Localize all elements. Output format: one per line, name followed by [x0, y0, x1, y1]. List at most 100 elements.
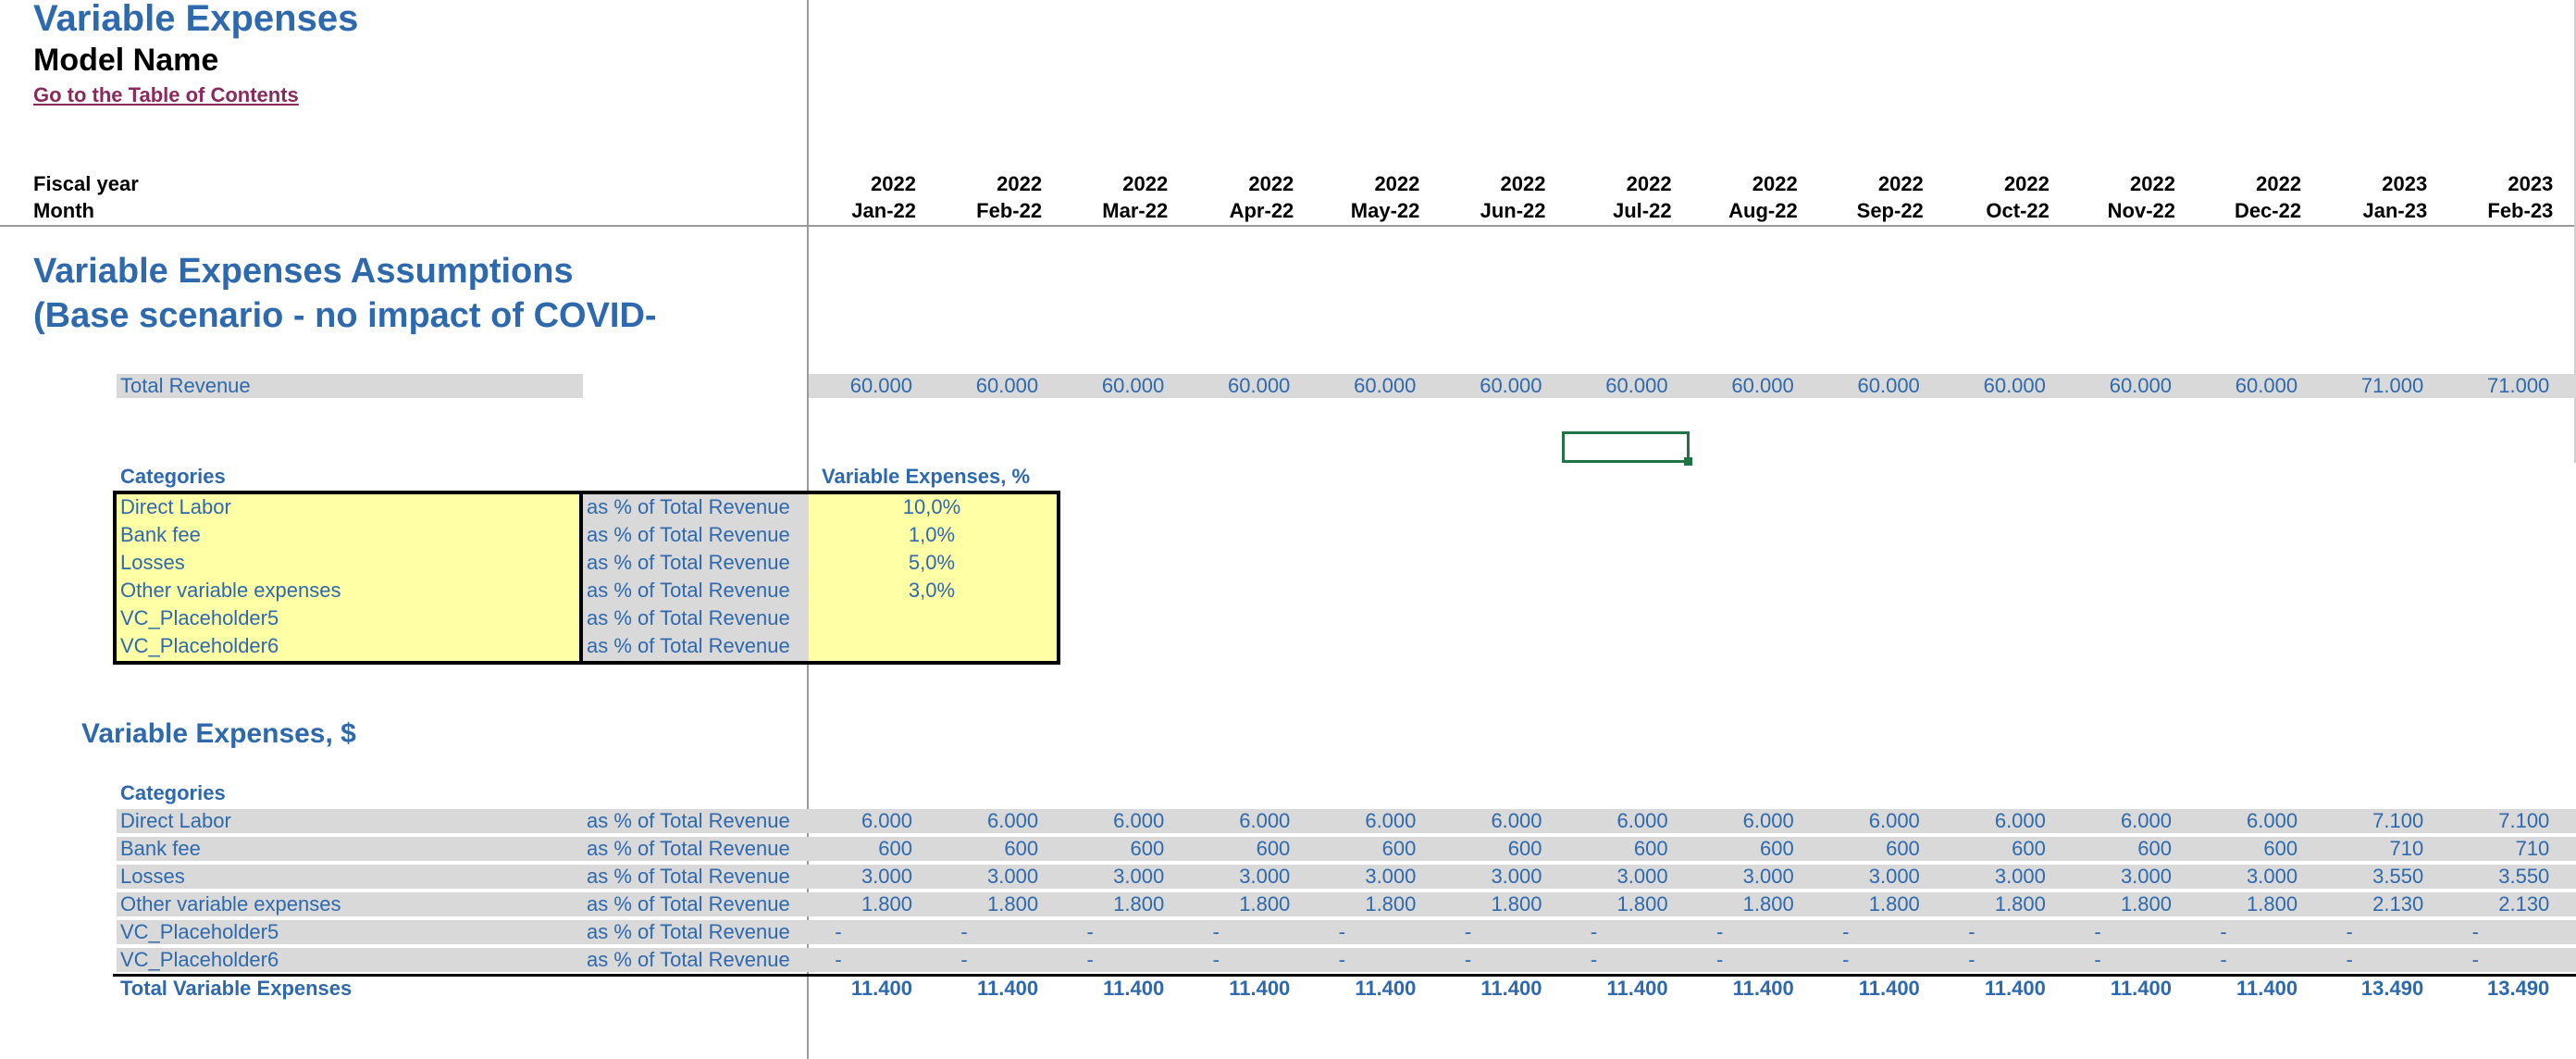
fill-handle[interactable]: [1684, 457, 1692, 466]
expense-cell: -: [1716, 920, 1724, 943]
expense-cell: -: [1590, 948, 1598, 971]
col-month: Nov-22: [2107, 199, 2175, 222]
expense-cell: 1.800: [1994, 892, 2046, 916]
expense-cell: 1.800: [1868, 892, 1920, 916]
col-year: 2022: [1248, 172, 1294, 195]
revenue-cell: 60.000: [1101, 374, 1165, 397]
col-year: 2022: [2130, 172, 2175, 195]
expense-cell: 600: [2012, 837, 2046, 860]
expense-cell: 3.000: [1491, 865, 1542, 888]
expense-cell: 2.130: [2372, 892, 2424, 916]
expense-cell: 6.000: [1491, 809, 1542, 832]
expense-unit: as % of Total Revenue: [587, 920, 790, 943]
expense-cell: 3.000: [861, 865, 912, 888]
expenses-categories-label: Categories: [120, 781, 226, 804]
total-cell: 13.490: [2487, 977, 2550, 1000]
expense-cell: 1.800: [2247, 892, 2298, 916]
total-cell: 13.490: [2360, 977, 2424, 1000]
expense-cell: 3.550: [2372, 865, 2424, 888]
total-cell: 11.400: [1229, 977, 1291, 1000]
assumption-unit: as % of Total Revenue: [587, 606, 790, 629]
expense-cell: 7.100: [2498, 809, 2550, 832]
expense-cell: 6.000: [1239, 809, 1291, 832]
col-month: May-22: [1350, 199, 1420, 222]
expense-cell: 6.000: [1365, 809, 1417, 832]
expense-cell: 710: [2515, 837, 2550, 860]
expense-cell: 600: [1759, 837, 1794, 860]
expense-cell: 600: [1256, 837, 1291, 860]
total-cell: 11.400: [1606, 977, 1668, 1000]
row-band: [117, 865, 583, 889]
total-cell: 11.400: [977, 977, 1039, 1000]
toc-link[interactable]: Go to the Table of Contents: [33, 83, 299, 106]
expense-cell: 6.000: [1868, 809, 1920, 832]
revenue-cell: 60.000: [975, 374, 1039, 397]
revenue-cell: 60.000: [1983, 374, 2046, 397]
expense-cell: -: [1212, 920, 1220, 943]
row-band: [117, 948, 583, 972]
expense-cell: 1.800: [1491, 892, 1542, 916]
expense-cell: 1.800: [1239, 892, 1291, 916]
expense-cell: 6.000: [1994, 809, 2046, 832]
expense-cell: 3.000: [1742, 865, 1794, 888]
assumption-pct-input[interactable]: 10,0%: [902, 495, 961, 518]
col-month: Feb-23: [2487, 199, 2554, 222]
expense-cell: 1.800: [1113, 892, 1165, 916]
total-cell: 11.400: [1858, 977, 1920, 1000]
pct-header: Variable Expenses, %: [822, 465, 1031, 488]
expense-cell: -: [1338, 920, 1346, 943]
revenue-cell: 60.000: [2235, 374, 2298, 397]
col-month: Feb-22: [976, 199, 1043, 222]
expense-cell: 6.000: [1616, 809, 1668, 832]
expense-cell: -: [2094, 948, 2101, 971]
row-band: [583, 837, 809, 861]
row-band: [809, 892, 2576, 916]
assumption-pct-input[interactable]: 3,0%: [908, 579, 956, 602]
expense-cell: -: [1464, 948, 1472, 971]
expense-cell: -: [835, 920, 842, 943]
expense-name: Direct Labor: [120, 809, 231, 832]
expense-cell: -: [1842, 948, 1850, 971]
expense-cell: 6.000: [987, 809, 1039, 832]
revenue-cell: 60.000: [1857, 374, 1920, 397]
selected-cell[interactable]: [1562, 431, 1690, 463]
total-cell: 11.400: [1984, 977, 2046, 1000]
row-band: [809, 865, 2576, 889]
assumption-name: VC_Placeholder6: [120, 634, 279, 657]
col-year: 2022: [1374, 172, 1420, 195]
expense-cell: 600: [1130, 837, 1165, 860]
row-band: [583, 809, 809, 833]
total-revenue-values-band: [809, 374, 2576, 398]
expense-cell: 1.800: [1365, 892, 1417, 916]
expense-cell: 600: [1004, 837, 1039, 860]
expenses-title: Variable Expenses, $: [81, 718, 356, 749]
row-band: [583, 865, 809, 889]
model-name: Model Name: [33, 43, 219, 78]
month-label: Month: [33, 199, 94, 222]
expense-cell: 3.000: [1365, 865, 1417, 888]
input-names-area: [115, 492, 583, 663]
expense-unit: as % of Total Revenue: [587, 865, 790, 888]
expense-cell: -: [2346, 920, 2353, 943]
assumption-pct-input[interactable]: 5,0%: [908, 551, 956, 574]
expense-cell: -: [1464, 920, 1472, 943]
assumptions-categories-label: Categories: [120, 465, 226, 488]
col-month: Jan-22: [851, 199, 916, 222]
revenue-cell: 60.000: [1354, 374, 1417, 397]
revenue-cell: 60.000: [1228, 374, 1291, 397]
expense-name: VC_Placeholder6: [120, 948, 279, 971]
input-units-area: [583, 492, 809, 663]
expense-cell: 6.000: [2120, 809, 2172, 832]
expense-unit: as % of Total Revenue: [587, 809, 790, 832]
expense-cell: 6.000: [861, 809, 912, 832]
total-revenue-label: Total Revenue: [120, 374, 251, 397]
expense-cell: 6.000: [1113, 809, 1165, 832]
col-year: 2022: [2256, 172, 2302, 195]
expense-cell: 600: [2263, 837, 2298, 860]
assumption-unit: as % of Total Revenue: [587, 579, 790, 602]
expense-name: Losses: [120, 865, 185, 888]
expense-cell: -: [1968, 948, 1975, 971]
revenue-cell: 60.000: [2109, 374, 2172, 397]
assumption-pct-input[interactable]: 1,0%: [908, 523, 956, 546]
expense-cell: -: [1212, 948, 1220, 971]
